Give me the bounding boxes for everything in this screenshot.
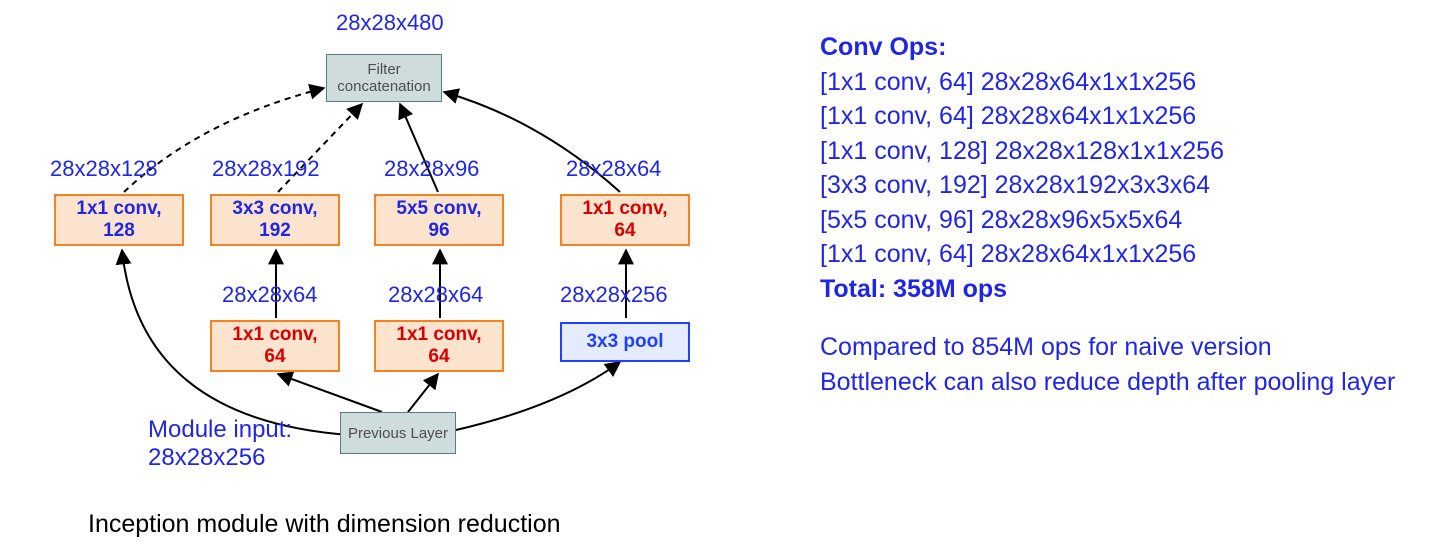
conv64b-l1: 1x1 conv, xyxy=(396,324,481,346)
diagram-caption: Inception module with dimension reductio… xyxy=(88,510,561,539)
prev-label: Previous Layer xyxy=(348,425,448,442)
conv128-l2: 128 xyxy=(103,220,135,242)
module-input-dim: 28x28x256 xyxy=(148,444,292,472)
conv96-l1: 5x5 conv, xyxy=(396,198,481,220)
ops-text-area: Conv Ops: [1x1 conv, 64] 28x28x64x1x1x25… xyxy=(820,30,1420,399)
comparison-line2: Bottleneck can also reduce depth after p… xyxy=(820,365,1420,400)
concat-line2: concatenation xyxy=(337,78,430,95)
ops-line-1: [1x1 conv, 64] 28x28x64x1x1x256 xyxy=(820,99,1420,134)
ops-line-5: [1x1 conv, 64] 28x28x64x1x1x256 xyxy=(820,237,1420,272)
dim-conv128: 28x28x128 xyxy=(50,156,158,182)
conv64a-l1: 1x1 conv, xyxy=(232,324,317,346)
pool-label: 3x3 pool xyxy=(586,331,663,353)
dim-conv96: 28x28x96 xyxy=(384,156,479,182)
comparison-line1: Compared to 854M ops for naive version xyxy=(820,330,1420,365)
pool-box: 3x3 pool xyxy=(560,322,690,362)
conv64a-box: 1x1 conv, 64 xyxy=(210,320,340,372)
dim-conv64a: 28x28x64 xyxy=(222,282,317,308)
conv64c-l2: 64 xyxy=(614,220,635,242)
dim-conv64b: 28x28x64 xyxy=(388,282,483,308)
dim-conv64c: 28x28x64 xyxy=(566,156,661,182)
ops-line-4: [5x5 conv, 96] 28x28x96x5x5x64 xyxy=(820,203,1420,238)
output-dim-label: 28x28x480 xyxy=(336,10,444,36)
conv64c-box: 1x1 conv, 64 xyxy=(560,194,690,246)
diagram-area: 28x28x480 Filter concatenation 28x28x128… xyxy=(0,0,820,560)
conv64b-box: 1x1 conv, 64 xyxy=(374,320,504,372)
module-input-text: Module input: xyxy=(148,416,292,444)
conv64b-l2: 64 xyxy=(428,346,449,368)
ops-line-2: [1x1 conv, 128] 28x28x128x1x1x256 xyxy=(820,134,1420,169)
conv128-box: 1x1 conv, 128 xyxy=(54,194,184,246)
conv64a-l2: 64 xyxy=(264,346,285,368)
ops-total: Total: 358M ops xyxy=(820,272,1420,307)
module-input-label: Module input: 28x28x256 xyxy=(148,416,292,472)
dim-conv192: 28x28x192 xyxy=(212,156,320,182)
ops-line-3: [3x3 conv, 192] 28x28x192x3x3x64 xyxy=(820,168,1420,203)
previous-layer-box: Previous Layer xyxy=(340,412,456,454)
conv192-l1: 3x3 conv, xyxy=(232,198,317,220)
conv96-box: 5x5 conv, 96 xyxy=(374,194,504,246)
conv128-l1: 1x1 conv, xyxy=(76,198,161,220)
filter-concat-box: Filter concatenation xyxy=(326,54,442,102)
conv64c-l1: 1x1 conv, xyxy=(582,198,667,220)
concat-line1: Filter xyxy=(367,61,400,78)
conv192-l2: 192 xyxy=(259,220,291,242)
conv96-l2: 96 xyxy=(428,220,449,242)
conv-ops-heading: Conv Ops: xyxy=(820,30,1420,65)
conv192-box: 3x3 conv, 192 xyxy=(210,194,340,246)
dim-pool: 28x28x256 xyxy=(560,282,668,308)
ops-line-0: [1x1 conv, 64] 28x28x64x1x1x256 xyxy=(820,65,1420,100)
